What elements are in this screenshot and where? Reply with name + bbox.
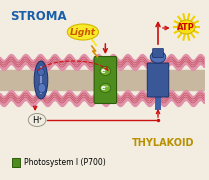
Ellipse shape [100,84,111,93]
Bar [40,66,42,94]
Text: ATP: ATP [177,22,195,32]
Ellipse shape [34,61,48,99]
Polygon shape [91,38,97,46]
FancyBboxPatch shape [94,57,117,104]
Ellipse shape [28,114,46,127]
Text: e⁻: e⁻ [101,85,110,91]
Ellipse shape [100,66,111,75]
FancyBboxPatch shape [153,48,163,57]
Text: e⁻: e⁻ [101,68,110,74]
Ellipse shape [177,20,195,34]
FancyBboxPatch shape [147,63,169,97]
Text: THYLAKOID: THYLAKOID [132,138,194,148]
Text: Light: Light [70,28,96,37]
Ellipse shape [38,69,44,75]
Ellipse shape [150,51,166,63]
Ellipse shape [38,84,46,93]
Text: H⁺: H⁺ [32,116,42,125]
Bar [12,158,20,167]
Bar [155,78,161,110]
Text: STROMA: STROMA [10,10,66,23]
Ellipse shape [67,24,98,40]
Text: Photosystem I (P700): Photosystem I (P700) [24,158,106,167]
